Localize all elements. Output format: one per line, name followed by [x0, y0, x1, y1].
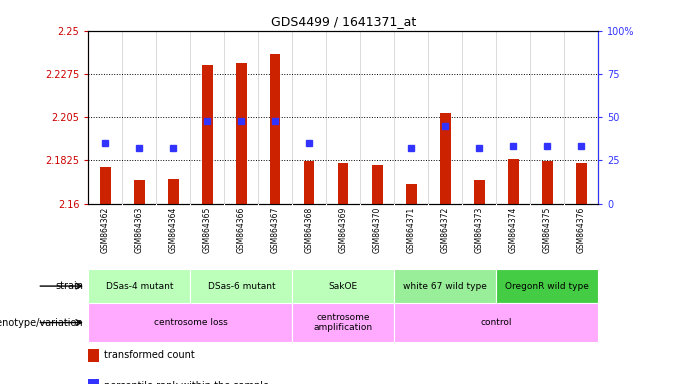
Bar [190, 269, 292, 303]
Text: GSM864376: GSM864376 [577, 207, 586, 253]
Text: centrosome loss: centrosome loss [154, 318, 227, 327]
Bar [88, 379, 99, 384]
Text: SakOE: SakOE [329, 281, 358, 291]
Bar [169, 179, 178, 204]
Text: GSM864364: GSM864364 [169, 207, 178, 253]
Bar [101, 167, 110, 204]
Bar [474, 180, 484, 204]
Text: DSas-6 mutant: DSas-6 mutant [207, 281, 275, 291]
Text: control: control [481, 318, 512, 327]
Bar [394, 303, 598, 342]
Bar [88, 303, 292, 342]
Text: GSM864369: GSM864369 [339, 207, 348, 253]
Bar [304, 161, 314, 204]
Bar [292, 303, 394, 342]
Text: strain: strain [55, 281, 84, 291]
Bar [496, 269, 598, 303]
Text: DSas-4 mutant: DSas-4 mutant [105, 281, 173, 291]
Bar [372, 165, 382, 204]
Text: GSM864375: GSM864375 [543, 207, 552, 253]
Text: GSM864373: GSM864373 [475, 207, 484, 253]
Bar [338, 163, 348, 204]
Bar [292, 269, 394, 303]
Text: transformed count: transformed count [103, 350, 194, 360]
Text: GSM864367: GSM864367 [271, 207, 280, 253]
Bar [88, 269, 190, 303]
Text: genotype/variation: genotype/variation [0, 318, 84, 328]
Text: GSM864374: GSM864374 [509, 207, 518, 253]
Bar [88, 349, 99, 362]
Text: percentile rank within the sample: percentile rank within the sample [103, 381, 269, 384]
Bar [237, 63, 247, 204]
Text: GSM864365: GSM864365 [203, 207, 212, 253]
Text: OregonR wild type: OregonR wild type [505, 281, 590, 291]
Bar [406, 184, 416, 204]
Bar [135, 180, 144, 204]
Bar [203, 65, 212, 204]
Text: GSM864363: GSM864363 [135, 207, 144, 253]
Text: centrosome
amplification: centrosome amplification [314, 313, 373, 332]
Bar [394, 269, 496, 303]
Bar [441, 113, 450, 204]
Bar [576, 163, 586, 204]
Bar [270, 54, 280, 204]
Text: GSM864371: GSM864371 [407, 207, 416, 253]
Text: white 67 wild type: white 67 wild type [403, 281, 488, 291]
Text: GSM864370: GSM864370 [373, 207, 382, 253]
Bar [508, 159, 518, 204]
Bar [542, 161, 552, 204]
Text: GSM864368: GSM864368 [305, 207, 314, 253]
Text: GSM864362: GSM864362 [101, 207, 110, 253]
Text: GSM864372: GSM864372 [441, 207, 450, 253]
Title: GDS4499 / 1641371_at: GDS4499 / 1641371_at [271, 15, 416, 28]
Text: GSM864366: GSM864366 [237, 207, 246, 253]
